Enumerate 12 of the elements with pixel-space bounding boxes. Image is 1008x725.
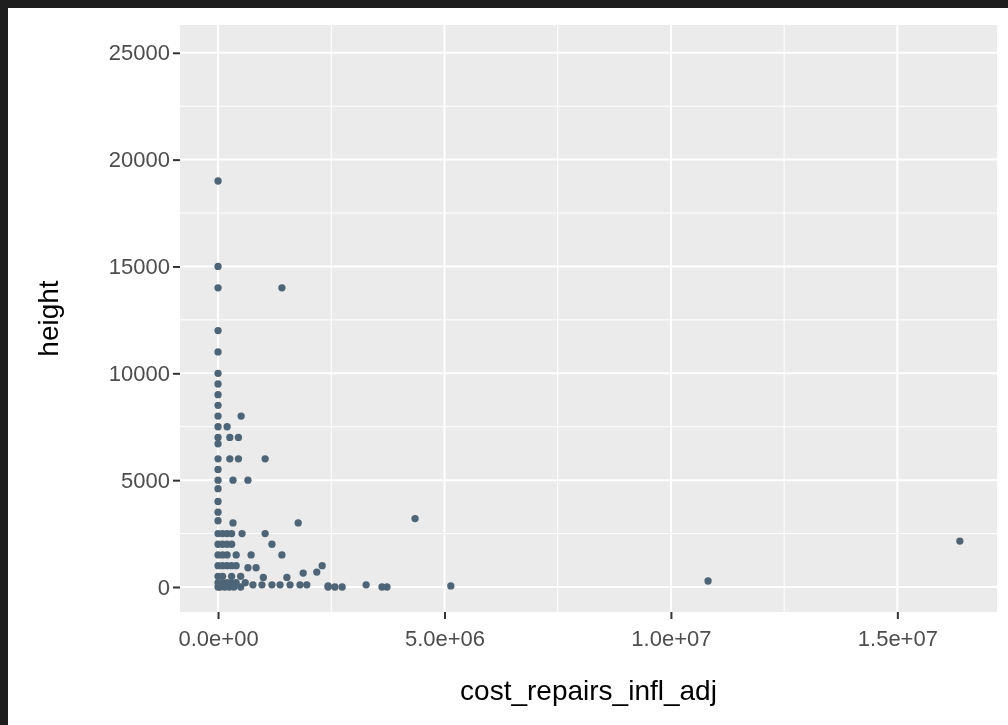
y-axis-title: height — [33, 280, 64, 357]
y-tick-label: 10000 — [108, 360, 170, 386]
x-tick-label: 1.0e+07 — [631, 626, 712, 652]
y-tick-label: 15000 — [108, 254, 170, 280]
x-tick-label: 1.5e+07 — [857, 626, 938, 652]
x-tick-label: 5.0e+06 — [404, 626, 486, 652]
y-tick-label: 25000 — [108, 40, 170, 66]
x-tick-label: 0.0e+00 — [178, 626, 259, 652]
y-tick-label: 5000 — [121, 467, 170, 493]
y-tick-label: 20000 — [108, 147, 170, 173]
x-axis-title: cost_repairs_infl_adj — [460, 675, 717, 706]
y-tick-label: 0 — [157, 574, 170, 600]
